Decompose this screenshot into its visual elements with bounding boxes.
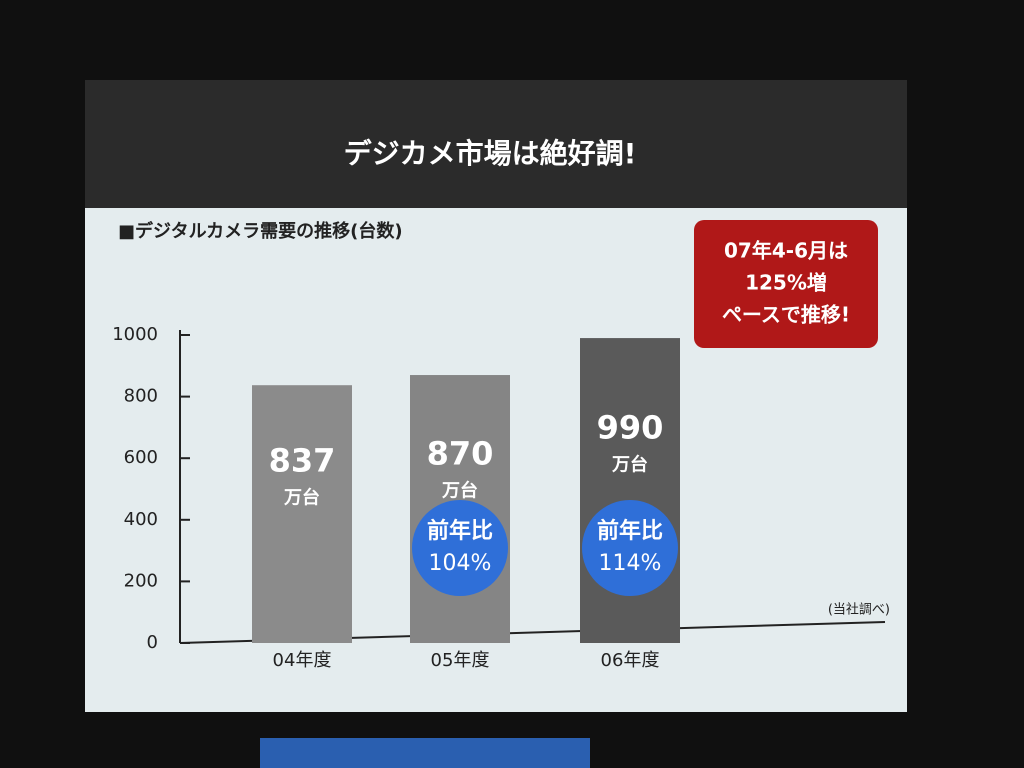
badge-title: 前年比 bbox=[427, 518, 493, 544]
subtitle: ■デジタルカメラ需要の推移(台数) bbox=[118, 220, 403, 242]
growth-badge bbox=[412, 500, 508, 596]
value-label: 837 bbox=[269, 442, 336, 480]
y-tick-label: 200 bbox=[124, 570, 158, 591]
value-label: 990 bbox=[597, 409, 664, 447]
value-label: 870 bbox=[427, 434, 494, 472]
badge-text: 114% bbox=[599, 551, 662, 576]
x-tick-label: 05年度 bbox=[431, 650, 490, 671]
badge-text: 104% bbox=[429, 551, 492, 576]
source: (当社調べ) bbox=[828, 602, 890, 618]
x-tick-label: 04年度 bbox=[273, 650, 332, 671]
bar bbox=[580, 338, 680, 643]
badge-title: 前年比 bbox=[597, 518, 663, 544]
growth-badge bbox=[582, 500, 678, 596]
x-tick-label: 06年度 bbox=[601, 650, 660, 671]
y-tick-label: 400 bbox=[124, 509, 158, 530]
podium bbox=[260, 738, 590, 768]
y-tick-label: 600 bbox=[124, 447, 158, 468]
chart-title: デジカメ市場は絶好調! bbox=[344, 137, 637, 170]
y-tick-label: 0 bbox=[147, 632, 158, 653]
title-bar bbox=[85, 80, 907, 208]
callout-box bbox=[694, 220, 878, 348]
unit-label: 万台 bbox=[611, 454, 648, 476]
unit-label: 万台 bbox=[441, 479, 478, 501]
unit-label: 万台 bbox=[283, 487, 320, 509]
bar bbox=[252, 385, 352, 643]
callout-line: 07年4-6月は bbox=[724, 239, 848, 263]
callout-line: 125%増 bbox=[745, 271, 827, 295]
y-tick-label: 800 bbox=[124, 386, 158, 407]
y-tick-label: 1000 bbox=[112, 324, 158, 345]
callout-line: ペースで推移! bbox=[722, 303, 850, 327]
